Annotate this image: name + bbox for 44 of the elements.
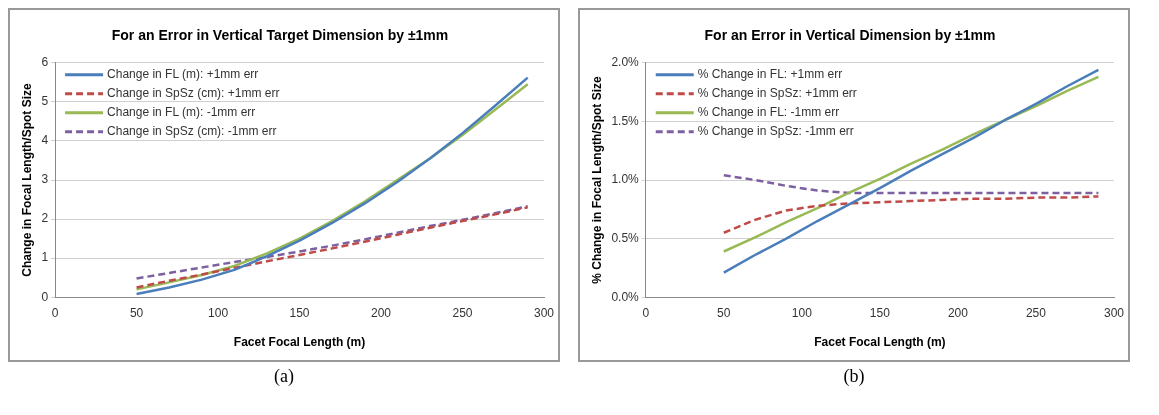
y-tick-label: 4 <box>41 133 49 148</box>
legend-label: Change in SpSz (cm): +1mm err <box>107 86 280 101</box>
legend-label: % Change in FL: +1mm err <box>697 67 843 82</box>
x-tick-label: 150 <box>869 305 891 320</box>
y-axis-title: % Change in Focal Length/Spot Size <box>589 76 604 284</box>
chart-title: For an Error in Vertical Target Dimension by ±1mm <box>111 27 449 44</box>
y-tick-label: 1 <box>41 250 49 265</box>
chart-title: For an Error in Vertical Dimension by ±1mm <box>704 27 996 44</box>
legend-label: % Change in FL: -1mm err <box>697 105 840 120</box>
y-tick-label: 6 <box>41 55 49 70</box>
x-tick-label: 300 <box>1103 305 1125 320</box>
legend-label: % Change in SpSz: -1mm err <box>697 124 854 139</box>
x-tick-label: 300 <box>533 305 555 320</box>
y-tick-label: 2.0% <box>611 55 640 70</box>
x-tick-label: 100 <box>791 305 813 320</box>
y-axis-title: Change in Focal Length/Spot Size <box>19 83 34 277</box>
y-tick-label: 1.0% <box>611 172 640 187</box>
text: (b) <box>842 366 866 387</box>
x-tick-label: 200 <box>947 305 969 320</box>
y-tick-label: 0 <box>41 289 49 304</box>
x-tick-label: 150 <box>289 305 310 320</box>
x-tick-label: 250 <box>452 305 473 320</box>
x-tick-label: 0 <box>51 305 59 320</box>
x-axis-title: Facet Focal Length (m) <box>814 335 946 350</box>
line-series <box>722 195 1100 234</box>
x-tick-label: 100 <box>208 305 229 320</box>
y-tick-label: 3 <box>41 172 49 187</box>
y-tick-label: 1.5% <box>611 113 640 128</box>
y-tick-label: 0.0% <box>611 289 640 304</box>
x-tick-label: 50 <box>129 305 144 320</box>
y-tick-label: 0.5% <box>611 230 640 245</box>
x-tick-label: 250 <box>1025 305 1047 320</box>
y-tick-label: 5 <box>41 94 49 109</box>
legend-label: % Change in SpSz: +1mm err <box>697 86 857 101</box>
x-tick-label: 0 <box>642 305 650 320</box>
legend-label: Change in FL (m): +1mm err <box>107 67 259 82</box>
x-tick-label: 200 <box>371 305 392 320</box>
x-axis-title: Facet Focal Length (m) <box>233 335 366 350</box>
text: (a) <box>273 366 295 387</box>
legend-label: Change in SpSz (cm): -1mm err <box>107 124 277 139</box>
line-series <box>722 174 1100 195</box>
y-tick-label: 2 <box>41 211 49 226</box>
x-tick-label: 50 <box>717 305 731 320</box>
legend-label: Change in FL (m): -1mm err <box>107 105 256 120</box>
